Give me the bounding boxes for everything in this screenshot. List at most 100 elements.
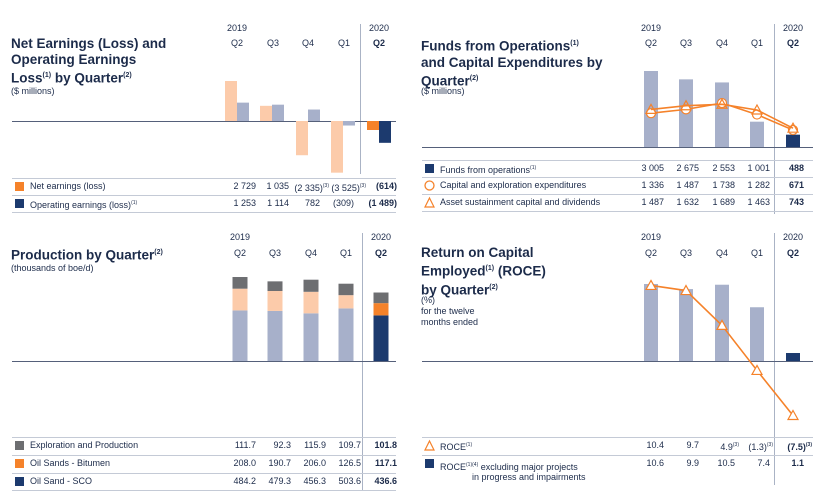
ffo-cell: 3 005 [641, 163, 664, 173]
prod-quarter-label: Q1 [339, 248, 352, 258]
net-earnings-title-sup2: (2) [123, 72, 132, 79]
prod-swatch-navy [15, 477, 24, 486]
prod-cell: 190.7 [268, 458, 291, 468]
ne-zero-axis [12, 121, 396, 122]
ffo-cell: 1 632 [676, 197, 699, 207]
prod-bar-segment [303, 291, 319, 314]
ffo-sustainment-marker [750, 103, 764, 115]
ne-bar-net [331, 121, 343, 173]
ne-legend-label: Net earnings (loss) [30, 181, 106, 191]
prod-row-rule [12, 437, 396, 438]
ffo-legend-funds: Funds from operations(1) [422, 161, 813, 176]
roce-legend-excl-pre: ROCE [440, 462, 467, 472]
roce-legend-sup: (1) [466, 442, 473, 448]
prod-cell: 117.1 [374, 458, 397, 468]
ne-quarter-label: Q2 [372, 38, 385, 48]
ne-legend-op-name: Operating earnings (loss) [30, 200, 132, 210]
roce-cell-sup: (3) [766, 442, 773, 448]
ne-cell: 1 253 [220, 196, 256, 211]
ffo-axis [422, 147, 813, 148]
roce-legend-excl-line2: in progress and impairments [472, 472, 586, 482]
roce-title-line1: Return on Capital [421, 245, 534, 260]
roce-swatch-navy [425, 459, 434, 468]
ne-swatch-navy [15, 199, 24, 208]
prod-quarter-label: Q3 [268, 248, 281, 258]
ffo-bar [750, 121, 764, 147]
roce-excl-bar [679, 289, 693, 361]
roce-title-line2: Employed [421, 263, 486, 279]
ne-quarter-label: Q3 [266, 38, 279, 48]
prod-cell: 503.6 [338, 476, 361, 486]
prod-year-2019: 2019 [229, 232, 251, 242]
prod-year-separator [362, 233, 363, 491]
ne-cell-text: 1 253 [233, 198, 256, 208]
ne-cell: 1 035 [253, 179, 289, 194]
roce-cell: 7.4 [757, 458, 770, 468]
ffo-sustainment-marker [679, 99, 693, 111]
ne-cell: (309) [318, 196, 354, 211]
ffo-quarter-label: Q2 [786, 38, 799, 48]
ne-cell-text: 1 114 [267, 198, 289, 208]
prod-cell: 126.5 [338, 458, 361, 468]
roce-legend-excl-line1: excluding major projects [478, 462, 578, 472]
roce-title-sup1: (1) [485, 265, 495, 272]
prod-bar-segment [232, 288, 248, 311]
ne-year-2020: 2020 [368, 23, 390, 33]
production-title: Production by Quarter(2) [11, 245, 221, 264]
ffo-quarter-label: Q2 [644, 38, 657, 48]
ne-cell: (2 335)(3) [287, 179, 329, 194]
prod-row-rule [12, 455, 396, 456]
roce-cell: 4.9(3) [699, 438, 739, 453]
ne-cell-text: (3 525) [331, 183, 360, 193]
net-earnings-title-line1: Net Earnings (Loss) and [11, 36, 167, 51]
ne-bar-net [260, 105, 272, 121]
roce-marker [644, 279, 658, 291]
roce-marker [786, 409, 800, 421]
ffo-legend-funds-sup: (1) [530, 165, 537, 171]
roce-legend-excl-sup: (1)(4) [466, 462, 479, 468]
circle-marker-icon [424, 180, 435, 191]
roce-row-rule [422, 455, 813, 456]
prod-bar-segment [338, 295, 354, 309]
ffo-year-2020: 2020 [782, 23, 804, 33]
prod-quarter-label: Q2 [233, 248, 246, 258]
ne-row-rule [12, 212, 396, 213]
roce-cell: 10.4 [646, 440, 664, 450]
ffo-sustainment-marker [786, 121, 800, 133]
ffo-cell: 1 487 [641, 197, 664, 207]
ne-cell: (3 525)(3) [324, 179, 366, 194]
roce-cell-text: (7.5) [787, 442, 806, 452]
ffo-cell: 1 738 [712, 180, 735, 190]
roce-quarter-label: Q1 [750, 248, 763, 258]
net-earnings-title-line3-mid: by Quarter [51, 70, 124, 86]
roce-year-2020: 2020 [782, 232, 804, 242]
net-earnings-title: Net Earnings (Loss) and Operating Earnin… [11, 36, 221, 87]
ffo-legend-label: Capital and exploration expenditures [440, 180, 587, 190]
roce-subtitle-line: months ended [421, 317, 479, 327]
roce-title-line3: by Quarter [421, 282, 490, 297]
net-earnings-subtitle: ($ millions) [11, 86, 55, 96]
roce-cell-text: (1.3) [748, 442, 767, 452]
ffo-quarter-label: Q1 [750, 38, 763, 48]
roce-title: Return on Capital Employed(1) (ROCE) by … [421, 245, 631, 298]
roce-row-rule [422, 437, 813, 438]
roce-legend-roce-excl: ROCE(1)(4) excluding major projects in p… [422, 456, 813, 486]
roce-marker [750, 364, 764, 376]
roce-cell-sup: (3) [732, 442, 739, 448]
prod-bar-segment [338, 308, 354, 361]
prod-legend-label: Exploration and Production [30, 440, 139, 450]
prod-legend-label: Oil Sands - Bitumen [30, 458, 111, 468]
roce-cell: (7.5) (3) [768, 438, 812, 453]
prod-cell: 111.7 [234, 440, 256, 450]
ffo-bar [715, 82, 729, 147]
roce-cell: 10.6 [646, 458, 664, 468]
roce-title-line2-post: (ROCE) [494, 263, 546, 279]
prod-bar-segment [338, 283, 354, 296]
prod-row-rule [12, 473, 396, 474]
roce-marker [679, 284, 693, 296]
ne-year-2019: 2019 [226, 23, 248, 33]
prod-swatch-orange [15, 459, 24, 468]
ffo-title: Funds from Operations(1) and Capital Exp… [421, 36, 631, 89]
prod-bar-segment [232, 277, 248, 289]
